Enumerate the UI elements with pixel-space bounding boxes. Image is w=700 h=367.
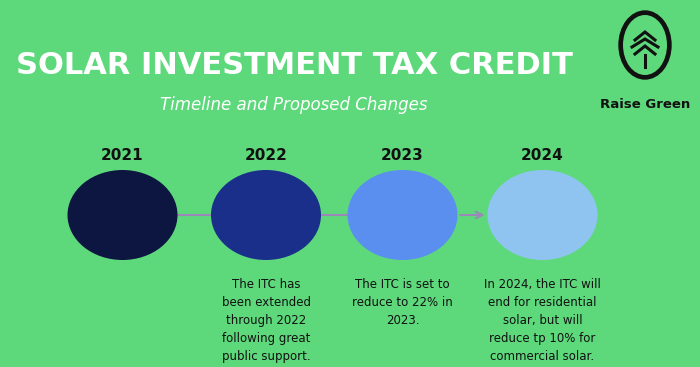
Ellipse shape (67, 170, 178, 260)
Ellipse shape (623, 15, 667, 75)
Text: 26%: 26% (239, 205, 293, 225)
Text: 2021: 2021 (102, 149, 144, 164)
Text: Raise Green: Raise Green (600, 98, 690, 112)
Text: The ITC has
been extended
through 2022
following great
public support.: The ITC has been extended through 2022 f… (221, 278, 311, 363)
Text: 2022: 2022 (244, 149, 288, 164)
Text: 2023: 2023 (381, 149, 424, 164)
Text: 22%: 22% (376, 205, 429, 225)
Text: In 2024, the ITC will
end for residential
solar, but will
reduce tp 10% for
comm: In 2024, the ITC will end for residentia… (484, 278, 601, 363)
Text: 0%*
10%*: 0%* 10%* (510, 193, 575, 237)
Ellipse shape (347, 170, 458, 260)
Text: SOLAR INVESTMENT TAX CREDIT: SOLAR INVESTMENT TAX CREDIT (15, 51, 573, 80)
Text: Timeline and Proposed Changes: Timeline and Proposed Changes (160, 96, 428, 114)
Ellipse shape (487, 170, 598, 260)
Text: 2024: 2024 (521, 149, 564, 164)
Ellipse shape (619, 11, 671, 79)
Text: The ITC is set to
reduce to 22% in
2023.: The ITC is set to reduce to 22% in 2023. (352, 278, 453, 327)
Ellipse shape (211, 170, 321, 260)
Text: 26%: 26% (96, 205, 149, 225)
